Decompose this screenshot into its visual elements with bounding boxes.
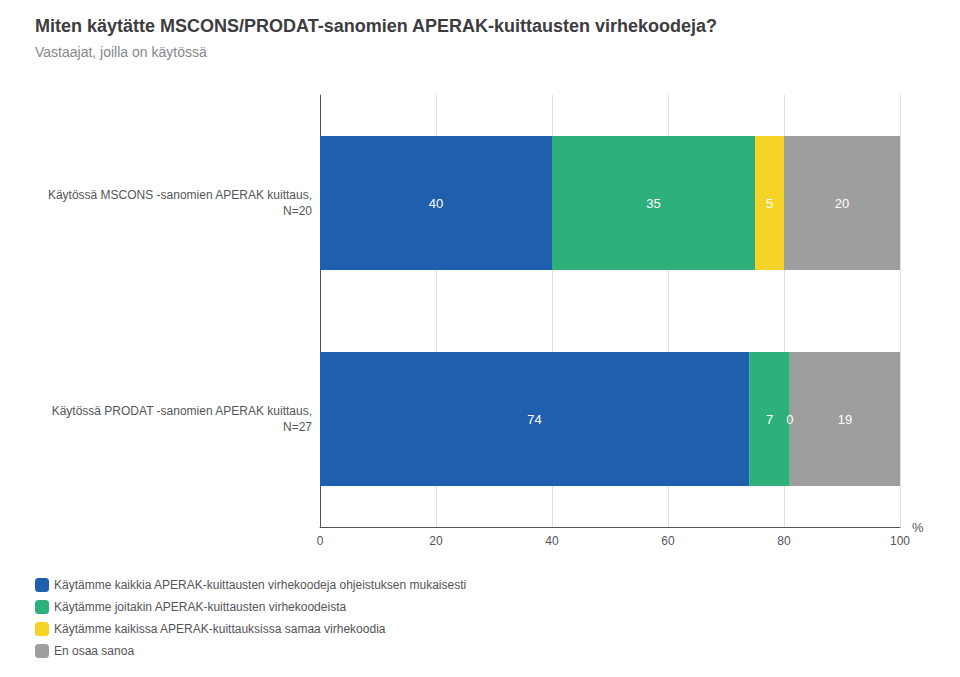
svg-text:Käytämme kaikkia APERAK-kuitta: Käytämme kaikkia APERAK-kuittausten virh… <box>54 578 466 592</box>
svg-text:100: 100 <box>890 534 910 548</box>
svg-text:20: 20 <box>835 196 849 211</box>
svg-text:60: 60 <box>661 534 675 548</box>
svg-text:Käytössä PRODAT -sanomien APER: Käytössä PRODAT -sanomien APERAK kuittau… <box>52 404 312 418</box>
svg-text:40: 40 <box>429 196 443 211</box>
svg-text:80: 80 <box>777 534 791 548</box>
svg-text:N=27: N=27 <box>283 420 312 434</box>
svg-text:N=20: N=20 <box>283 204 312 218</box>
svg-text:7: 7 <box>766 412 773 427</box>
svg-text:0: 0 <box>317 534 324 548</box>
svg-text:Käytämme joitakin APERAK-kuitt: Käytämme joitakin APERAK-kuittausten vir… <box>54 600 346 614</box>
svg-text:20: 20 <box>429 534 443 548</box>
svg-text:%: % <box>912 520 924 535</box>
svg-text:Käytössä MSCONS -sanomien APER: Käytössä MSCONS -sanomien APERAK kuittau… <box>48 188 312 202</box>
svg-text:0: 0 <box>786 412 793 427</box>
svg-text:En osaa sanoa: En osaa sanoa <box>54 644 134 658</box>
svg-text:35: 35 <box>646 196 660 211</box>
svg-text:74: 74 <box>527 412 541 427</box>
svg-text:Vastaajat, joilla on käytössä: Vastaajat, joilla on käytössä <box>35 44 207 60</box>
svg-text:Miten käytätte MSCONS/PRODAT-s: Miten käytätte MSCONS/PRODAT-sanomien AP… <box>35 16 717 36</box>
svg-text:Käytämme kaikissa APERAK-kuitt: Käytämme kaikissa APERAK-kuittauksissa s… <box>54 622 386 636</box>
svg-text:5: 5 <box>766 196 773 211</box>
svg-text:19: 19 <box>838 412 852 427</box>
svg-text:40: 40 <box>545 534 559 548</box>
